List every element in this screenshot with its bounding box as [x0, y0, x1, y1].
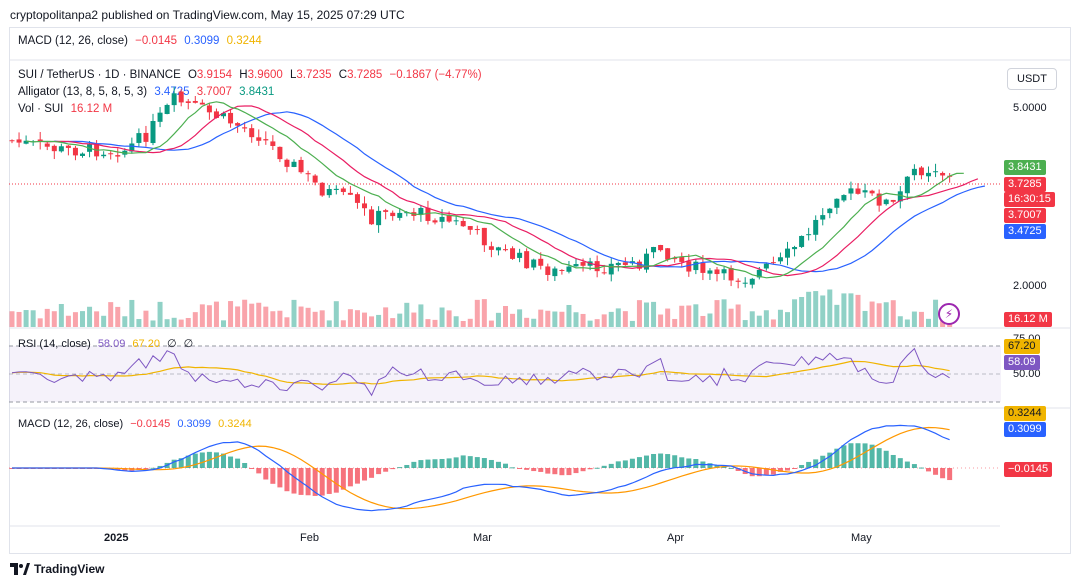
macd-value: 0.3099: [177, 418, 212, 430]
volume-badge: 16.12 M: [1004, 312, 1052, 327]
time-tick-mar: Mar: [473, 532, 492, 544]
top-macd-label: MACD (12, 26, close): [18, 35, 128, 47]
rsi-ma-value: 67.20: [132, 338, 160, 350]
alligator-lips: 3.8431: [239, 86, 275, 98]
macd-label: MACD (12, 26, close): [18, 418, 124, 430]
close-label: C: [338, 69, 348, 81]
rsi-label: RSI (14, close): [18, 338, 91, 350]
low-label: L: [290, 69, 297, 81]
last-price-badge: 3.7285: [1004, 177, 1046, 192]
macd-legend[interactable]: MACD (12, 26, close) −0.0145 0.3099 0.32…: [18, 418, 256, 430]
macd-hist-badge: −0.0145: [1004, 462, 1053, 477]
rsi-extra-1: ∅: [167, 338, 177, 350]
volume-legend[interactable]: Vol · SUI 16.12 M: [18, 103, 116, 115]
close-value: 3.7285: [347, 69, 383, 81]
lightning-icon[interactable]: ⚡: [938, 303, 960, 325]
jaw-badge: 3.4725: [1004, 224, 1046, 239]
lips-badge: 3.8431: [1004, 160, 1046, 175]
teeth-badge: 3.7007: [1004, 208, 1046, 223]
high-value: 3.9600: [247, 69, 283, 81]
open-value: 3.9154: [196, 69, 233, 81]
rsi-tick-50: 50.00: [1013, 368, 1041, 380]
top-macd-signal: 0.3244: [226, 35, 262, 47]
rsi-value-badge: 58.09: [1004, 355, 1040, 370]
volume-label: Vol · SUI: [18, 103, 64, 115]
rsi-extra-2: ∅: [183, 338, 194, 350]
price-tick-5: 5.0000: [1013, 102, 1047, 114]
rsi-ma-badge: 67.20: [1004, 339, 1040, 354]
macd-signal-badge: 0.3244: [1004, 406, 1046, 421]
open-label: O: [187, 69, 197, 81]
time-tick-apr: Apr: [667, 532, 685, 544]
volume-value: 16.12 M: [70, 103, 113, 115]
change-value: −0.1867 (−4.77%): [389, 69, 482, 81]
time-tick-2025: 2025: [104, 532, 129, 544]
price-tick-2: 2.0000: [1013, 280, 1047, 292]
top-macd-value: 0.3099: [184, 35, 220, 47]
alligator-label: Alligator (13, 8, 5, 8, 5, 3): [18, 86, 148, 98]
tradingview-brand[interactable]: TradingView: [10, 562, 104, 576]
symbol-legend[interactable]: SUI / TetherUS · 1D · BINANCE O3.9154 H3…: [18, 69, 486, 81]
tradingview-logo-icon: [10, 563, 30, 575]
time-tick-may: May: [851, 532, 872, 544]
top-macd-legend[interactable]: MACD (12, 26, close) −0.0145 0.3099 0.32…: [18, 35, 266, 47]
rsi-legend[interactable]: RSI (14, close) 58.09 67.20 ∅ ∅: [18, 337, 197, 350]
high-label: H: [239, 69, 248, 81]
alligator-teeth: 3.7007: [196, 86, 232, 98]
alligator-jaw: 3.4725: [154, 86, 190, 98]
top-macd-hist: −0.0145: [135, 35, 178, 47]
rsi-value: 58.09: [97, 338, 126, 350]
time-tick-feb: Feb: [300, 532, 319, 544]
alligator-legend[interactable]: Alligator (13, 8, 5, 8, 5, 3) 3.4725 3.7…: [18, 86, 278, 98]
macd-signal-value: 0.3244: [218, 418, 252, 430]
published-caption: cryptopolitanpa2 published on TradingVie…: [10, 8, 405, 22]
low-value: 3.7235: [296, 69, 332, 81]
chart-frame: [9, 27, 1071, 554]
currency-selector[interactable]: USDT: [1007, 68, 1057, 90]
brand-name: TradingView: [34, 562, 105, 576]
macd-value-badge: 0.3099: [1004, 422, 1046, 437]
countdown-badge: 16:30:15: [1004, 192, 1055, 207]
macd-hist-value: −0.0145: [130, 418, 171, 430]
symbol-name: SUI / TetherUS · 1D · BINANCE: [18, 69, 181, 81]
